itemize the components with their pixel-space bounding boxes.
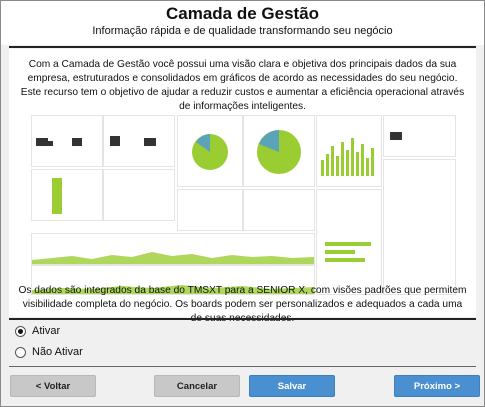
- bar-chart-panel: [316, 115, 382, 187]
- intro-paragraph: Com a Camada de Gestão você possui uma v…: [20, 59, 465, 112]
- wizard-header: Camada de Gestão Informação rápida e de …: [1, 1, 484, 45]
- progress-bar-1: [325, 242, 371, 246]
- progress-bar-3: [325, 258, 365, 262]
- option-nao-ativar[interactable]: Não Ativar: [15, 346, 83, 358]
- pie-chart-2-graphic: [257, 130, 301, 174]
- option-ativar-label: Ativar: [32, 325, 61, 337]
- area-chart-panel-1: [31, 233, 315, 265]
- area-chart-2: [32, 285, 314, 294]
- truck-icon: [36, 138, 82, 146]
- radio-ativar[interactable]: [15, 325, 26, 337]
- back-button[interactable]: < Voltar: [10, 375, 96, 397]
- area-chart-1: [32, 252, 314, 264]
- progress-bar-2: [325, 250, 355, 254]
- truck-icon-2: [390, 132, 402, 140]
- single-bar-panel: [31, 169, 103, 221]
- bar-chart-graphic: [321, 138, 374, 176]
- table-panel-2: [177, 189, 243, 231]
- single-bar: [52, 178, 62, 214]
- area-chart-panel-2: [31, 265, 315, 295]
- option-ativar[interactable]: Ativar: [15, 325, 60, 337]
- table-panel-3: [243, 189, 315, 231]
- radio-nao-ativar[interactable]: [15, 346, 26, 358]
- content-area: Com a Camada de Gestão você possui uma v…: [9, 49, 476, 324]
- page-subtitle: Informação rápida e de qualidade transfo…: [92, 25, 393, 37]
- page-title: Camada de Gestão: [165, 4, 320, 23]
- dashboard-preview-image: [31, 115, 456, 295]
- cargo-icon: [110, 136, 156, 146]
- table-panel-4: [316, 189, 382, 295]
- kpi-panel-cargo: [103, 115, 175, 167]
- pie-chart-1: [177, 115, 243, 187]
- pie-chart-1-graphic: [192, 134, 228, 170]
- kpi-panel-truck: [31, 115, 103, 167]
- table-panel-5: [383, 159, 456, 295]
- save-button[interactable]: Salvar: [249, 375, 335, 397]
- buttons-divider: [9, 366, 476, 367]
- bottom-divider: [9, 318, 476, 320]
- option-nao-ativar-label: Não Ativar: [32, 346, 83, 358]
- table-panel-1: [103, 169, 175, 221]
- kpi-panel-value: [383, 115, 456, 157]
- next-button[interactable]: Próximo >: [394, 375, 480, 397]
- cancel-button[interactable]: Cancelar: [154, 375, 240, 397]
- top-divider: [9, 46, 476, 48]
- pie-chart-2: [243, 115, 315, 187]
